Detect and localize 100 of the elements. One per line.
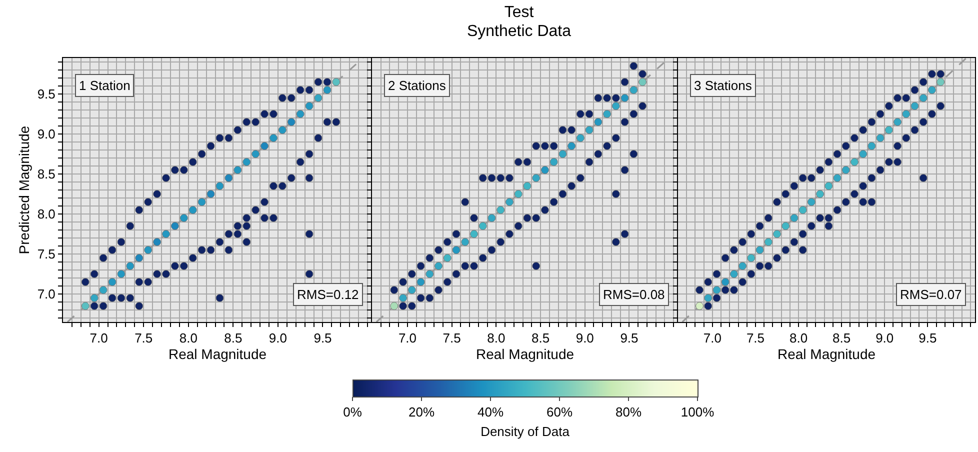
point — [188, 254, 197, 262]
point — [576, 110, 584, 118]
point — [252, 118, 260, 126]
point — [936, 102, 945, 110]
point — [721, 286, 730, 294]
point — [764, 214, 772, 222]
point — [558, 150, 567, 158]
point — [135, 206, 144, 214]
point — [902, 134, 910, 142]
point — [850, 190, 858, 198]
y-axis-title: Predicted Magnitude — [16, 126, 32, 254]
point — [153, 190, 162, 198]
point — [126, 222, 134, 230]
y-tick-label: 9.0 — [37, 126, 56, 142]
point — [630, 110, 638, 118]
point — [721, 278, 730, 286]
point — [704, 302, 712, 310]
point — [314, 134, 322, 142]
x-tick-label: 9.0 — [576, 330, 594, 346]
point — [478, 222, 487, 230]
point — [902, 110, 910, 118]
point — [99, 286, 108, 294]
x-tick-label: 9.5 — [918, 330, 937, 346]
x-tick-label: 8.0 — [789, 330, 808, 346]
x-tick-label: 7.5 — [442, 330, 461, 346]
point — [919, 118, 928, 126]
x-tick-label: 9.0 — [876, 330, 894, 346]
point — [612, 134, 620, 142]
point — [278, 126, 286, 134]
color-bar-label: 60% — [546, 404, 573, 420]
point — [638, 102, 647, 110]
point — [816, 190, 824, 198]
point — [496, 174, 505, 182]
x-tick-label: 7.0 — [703, 330, 722, 346]
point — [532, 142, 540, 150]
point — [252, 206, 260, 214]
point — [807, 198, 816, 206]
point — [594, 94, 602, 102]
point — [782, 222, 790, 230]
point — [894, 158, 902, 166]
point — [452, 246, 460, 254]
point — [738, 278, 747, 286]
x-tick-label: 7.5 — [746, 330, 765, 346]
point — [919, 94, 928, 102]
point — [782, 190, 790, 198]
point — [919, 174, 928, 182]
chart-subtitle: Synthetic Data — [466, 23, 572, 40]
point — [252, 150, 260, 158]
point — [206, 190, 215, 198]
point — [704, 278, 712, 286]
point — [188, 206, 197, 214]
point — [90, 270, 98, 278]
point — [426, 270, 434, 278]
point — [434, 246, 443, 254]
point — [323, 86, 332, 94]
point — [824, 222, 833, 230]
point — [170, 262, 179, 270]
point — [603, 142, 612, 150]
point — [514, 222, 522, 230]
point — [260, 198, 269, 206]
point — [117, 238, 126, 246]
point — [505, 230, 514, 238]
point — [850, 134, 858, 142]
y-tick-label: 9.5 — [37, 86, 56, 102]
annotation: RMS=0.12 — [297, 287, 359, 302]
point — [216, 238, 224, 246]
point — [314, 94, 322, 102]
point — [833, 206, 842, 214]
point — [859, 150, 868, 158]
point — [773, 230, 781, 238]
point — [532, 262, 540, 270]
point — [126, 262, 134, 270]
point — [798, 246, 807, 254]
point — [206, 142, 215, 150]
point — [638, 70, 647, 78]
point — [399, 278, 408, 286]
point — [730, 270, 738, 278]
x-tick-label: 7.0 — [90, 330, 108, 346]
point — [81, 302, 90, 310]
point — [773, 254, 781, 262]
point — [162, 270, 170, 278]
point — [170, 166, 179, 174]
point — [305, 86, 314, 94]
point — [603, 110, 612, 118]
point — [842, 198, 850, 206]
chart-title: Test — [504, 4, 534, 21]
point — [576, 134, 584, 142]
point — [894, 118, 902, 126]
point — [198, 150, 206, 158]
point — [416, 278, 425, 286]
point — [928, 86, 936, 94]
point — [296, 86, 304, 94]
point — [620, 78, 629, 86]
x-tick-label: 8.0 — [487, 330, 506, 346]
point — [868, 198, 876, 206]
point — [824, 182, 833, 190]
point — [305, 102, 314, 110]
point — [269, 182, 278, 190]
point — [408, 302, 416, 310]
point — [399, 302, 408, 310]
